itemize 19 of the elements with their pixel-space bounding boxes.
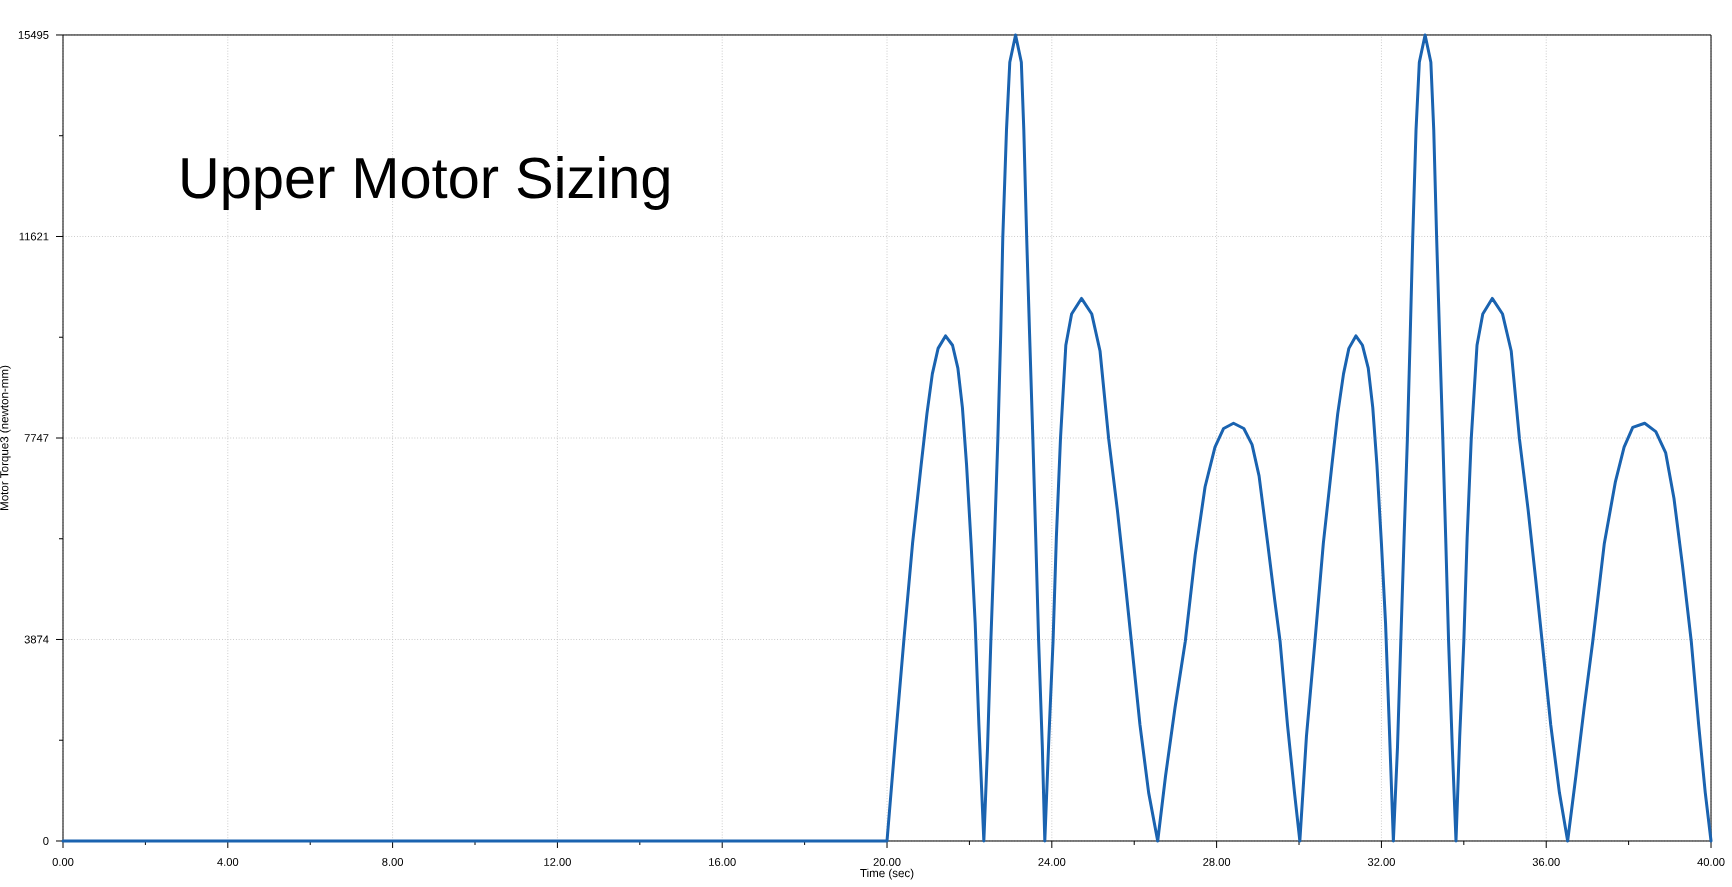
y-tick-label: 15495 xyxy=(18,31,49,39)
x-tick-label: 8.00 xyxy=(382,858,404,866)
y-axis-title: Motor Torque3 (newton-mm) xyxy=(0,365,11,510)
x-tick-label: 12.00 xyxy=(544,858,571,866)
x-tick-label: 40.00 xyxy=(1697,858,1725,866)
x-tick-label: 16.00 xyxy=(709,858,736,866)
x-tick-label: 0.00 xyxy=(52,858,74,866)
x-tick-label: 36.00 xyxy=(1532,858,1560,866)
y-tick-label: 7747 xyxy=(24,434,49,442)
x-tick-label: 4.00 xyxy=(217,858,239,866)
x-tick-label: 28.00 xyxy=(1203,858,1231,866)
x-tick-label: 24.00 xyxy=(1038,858,1066,866)
y-tick-label: 11621 xyxy=(19,232,49,241)
y-tick-label: 0 xyxy=(43,837,49,845)
x-axis-title: Time (sec) xyxy=(860,868,914,880)
x-tick-label: 32.00 xyxy=(1367,858,1395,866)
y-tick-label: 3874 xyxy=(24,635,49,644)
text: Upper Motor Sizing xyxy=(182,156,669,210)
x-tick-label: 20.00 xyxy=(873,858,901,866)
